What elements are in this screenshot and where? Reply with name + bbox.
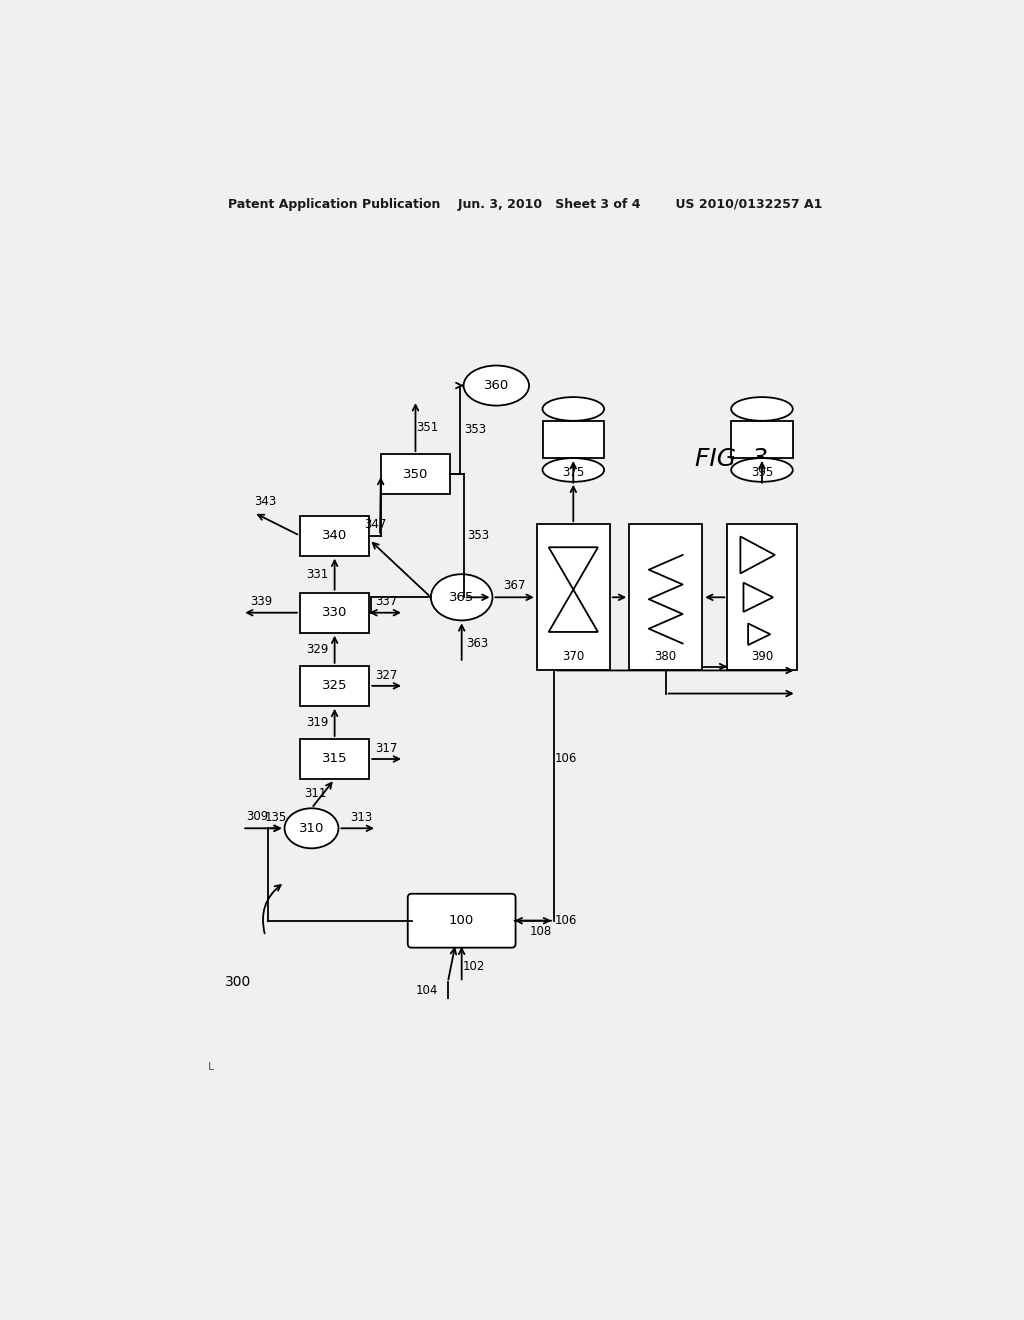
Text: 330: 330 — [322, 606, 347, 619]
Text: 106: 106 — [554, 752, 577, 766]
Text: 347: 347 — [364, 519, 386, 532]
Text: 108: 108 — [529, 925, 552, 939]
Text: FIG. 3: FIG. 3 — [694, 446, 768, 471]
Polygon shape — [749, 623, 770, 645]
Bar — [727, 524, 797, 671]
Text: 340: 340 — [322, 529, 347, 543]
Bar — [300, 593, 370, 632]
Text: 339: 339 — [250, 594, 272, 607]
Polygon shape — [549, 590, 598, 632]
Bar — [300, 516, 370, 556]
Bar — [300, 665, 370, 706]
Text: 317: 317 — [375, 742, 397, 755]
FancyBboxPatch shape — [408, 894, 515, 948]
Text: Patent Application Publication    Jun. 3, 2010   Sheet 3 of 4        US 2010/013: Patent Application Publication Jun. 3, 2… — [227, 198, 822, 211]
Text: 309: 309 — [247, 810, 268, 824]
Text: 351: 351 — [417, 421, 439, 434]
Text: 315: 315 — [322, 752, 347, 766]
FancyArrowPatch shape — [263, 886, 281, 933]
Text: 343: 343 — [254, 495, 276, 508]
Bar — [543, 421, 604, 458]
Text: 106: 106 — [554, 915, 577, 927]
Text: 353: 353 — [464, 424, 486, 437]
Bar — [381, 454, 451, 494]
Bar — [629, 524, 702, 671]
Text: 360: 360 — [483, 379, 509, 392]
Text: 325: 325 — [322, 680, 347, 693]
Text: 363: 363 — [466, 638, 488, 649]
Text: 300: 300 — [225, 975, 252, 989]
Ellipse shape — [543, 397, 604, 421]
Text: 367: 367 — [504, 579, 525, 593]
Text: 375: 375 — [562, 466, 585, 479]
Text: 353: 353 — [467, 529, 488, 543]
Ellipse shape — [431, 574, 493, 620]
Text: 365: 365 — [449, 591, 474, 603]
Bar — [537, 524, 610, 671]
Ellipse shape — [285, 808, 339, 849]
Text: 380: 380 — [654, 649, 677, 663]
Bar — [731, 421, 793, 458]
Text: 337: 337 — [375, 595, 397, 609]
Text: 350: 350 — [402, 467, 428, 480]
Polygon shape — [740, 536, 775, 573]
Text: 135: 135 — [265, 810, 287, 824]
Text: 329: 329 — [306, 643, 329, 656]
Text: 395: 395 — [751, 466, 773, 479]
Polygon shape — [549, 548, 598, 590]
Ellipse shape — [731, 458, 793, 482]
Text: 370: 370 — [562, 649, 585, 663]
Ellipse shape — [731, 397, 793, 421]
Ellipse shape — [543, 458, 604, 482]
Polygon shape — [743, 582, 773, 612]
Text: 331: 331 — [306, 568, 329, 581]
Text: 311: 311 — [304, 787, 327, 800]
Text: 313: 313 — [350, 810, 373, 824]
Text: 319: 319 — [306, 715, 329, 729]
Text: 327: 327 — [375, 668, 397, 681]
Bar — [300, 739, 370, 779]
Ellipse shape — [464, 366, 529, 405]
Text: 100: 100 — [450, 915, 474, 927]
Text: 102: 102 — [463, 961, 485, 973]
Text: 390: 390 — [751, 649, 773, 663]
Text: 310: 310 — [299, 822, 325, 834]
Text: 104: 104 — [416, 983, 438, 997]
Text: L: L — [208, 1063, 215, 1072]
